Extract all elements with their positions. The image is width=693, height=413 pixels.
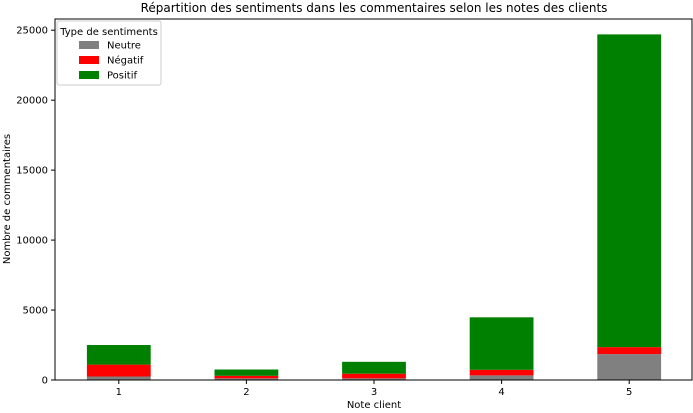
bar-positif-5 bbox=[597, 34, 662, 348]
y-axis-label: Nombre de commentaires bbox=[2, 134, 13, 264]
y-tick-label-5000: 5000 bbox=[23, 306, 48, 317]
bar-négatif-1 bbox=[86, 364, 151, 377]
bar-positif-4 bbox=[469, 317, 534, 370]
axes-layer: 0 5000 10000 15000 20000 25000 1 2 3 4 5 bbox=[16, 18, 693, 398]
y-tick-label-10000: 10000 bbox=[16, 236, 48, 247]
x-tick-label-5: 5 bbox=[626, 387, 632, 398]
bar-positif-2 bbox=[214, 369, 279, 376]
bar-neutre-5 bbox=[597, 354, 662, 380]
bar-neutre-2 bbox=[214, 378, 279, 380]
legend-frame bbox=[56, 20, 162, 86]
legend-title: Type de sentiments bbox=[59, 27, 158, 38]
y-tick-label-25000: 25000 bbox=[16, 26, 48, 37]
bar-négatif-4 bbox=[469, 369, 534, 376]
bar-positif-1 bbox=[86, 345, 151, 365]
bar-négatif-2 bbox=[214, 375, 279, 379]
y-tick-label-0: 0 bbox=[42, 376, 48, 387]
x-tick-label-4: 4 bbox=[498, 387, 504, 398]
bar-négatif-5 bbox=[597, 347, 662, 355]
legend: Type de sentiments Neutre Négatif Positif bbox=[56, 20, 162, 86]
legend-swatch-neutre bbox=[79, 41, 99, 49]
legend-swatch-négatif bbox=[79, 56, 99, 64]
x-tick-label-1: 1 bbox=[116, 387, 122, 398]
bar-neutre-3 bbox=[342, 378, 406, 380]
legend-label-neutre: Neutre bbox=[107, 41, 141, 52]
bar-neutre-1 bbox=[86, 376, 151, 380]
legend-label-positif: Positif bbox=[107, 71, 137, 82]
y-tick-label-15000: 15000 bbox=[16, 166, 48, 177]
bars-layer bbox=[86, 34, 662, 380]
bar-positif-3 bbox=[342, 361, 406, 374]
x-tick-label-2: 2 bbox=[243, 387, 249, 398]
bar-neutre-4 bbox=[469, 375, 534, 380]
x-axis-label: Note client bbox=[347, 400, 401, 411]
y-tick-label-20000: 20000 bbox=[16, 96, 48, 107]
chart-title: Répartition des sentiments dans les comm… bbox=[141, 1, 608, 15]
x-tick-label-3: 3 bbox=[371, 387, 377, 398]
legend-swatch-positif bbox=[79, 71, 99, 79]
legend-entries: Neutre Négatif Positif bbox=[79, 41, 144, 82]
bar-négatif-3 bbox=[342, 373, 406, 379]
legend-label-négatif: Négatif bbox=[107, 55, 144, 67]
